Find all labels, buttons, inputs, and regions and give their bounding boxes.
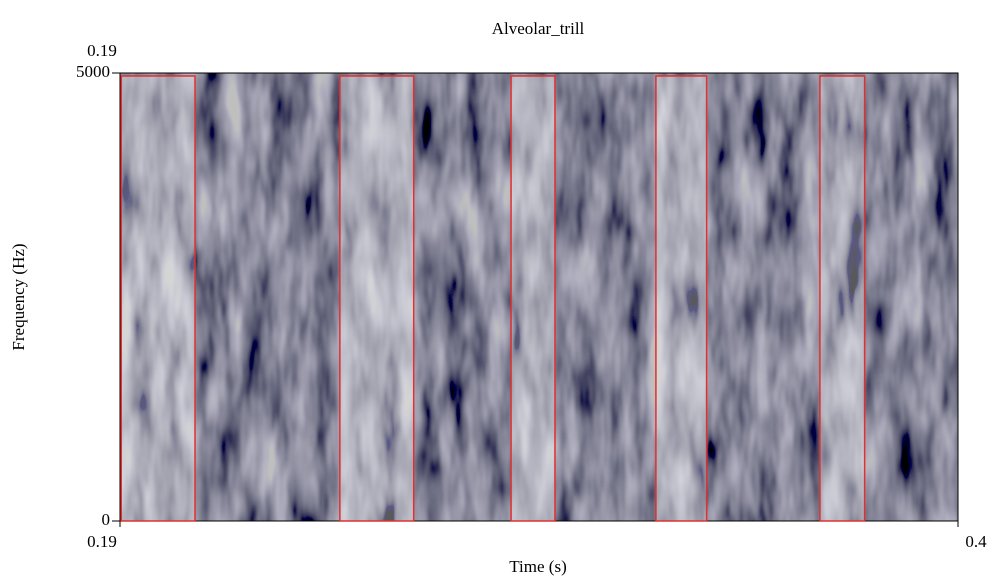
y-axis-label: Frequency (Hz) — [9, 243, 28, 350]
highlight-box — [510, 75, 556, 522]
y-tick-label: 0 — [102, 510, 111, 529]
spectrogram — [120, 73, 958, 521]
x-axis-label: Time (s) — [509, 557, 566, 576]
highlight-glow — [819, 76, 865, 521]
highlight-box — [819, 75, 866, 522]
y-tick-label: 5000 — [76, 62, 110, 81]
highlight-glow — [339, 76, 414, 521]
highlight-glow — [511, 76, 555, 521]
spectrogram-shade — [120, 73, 958, 521]
highlight-glow — [655, 76, 707, 521]
highlight-box — [655, 75, 708, 522]
highlight-box — [339, 75, 415, 522]
spectrogram-texture — [120, 73, 958, 521]
x-tick-label: 0.4 — [965, 532, 987, 551]
x-tick-label: 0.19 — [87, 532, 117, 551]
highlight-glow — [121, 76, 196, 521]
start-time-label: 0.19 — [87, 41, 117, 60]
chart-title: Alveolar_trill — [492, 19, 585, 38]
highlight-box — [120, 75, 196, 522]
